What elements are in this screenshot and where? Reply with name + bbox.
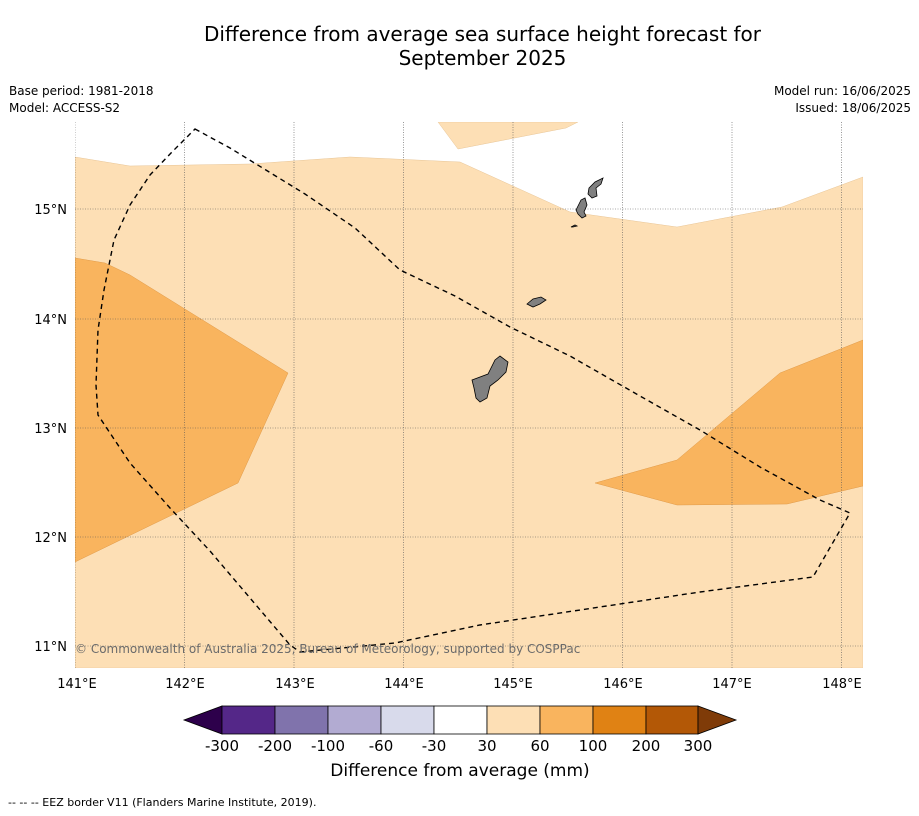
gridlines [75, 122, 863, 668]
model-name: Model: ACCESS-S2 [9, 101, 121, 115]
island-guam [471, 355, 509, 403]
lon-tick-144: 144°E [384, 677, 424, 692]
cbar-tick-neg100: -100 [311, 737, 345, 755]
colorbar-swatch-5 [433, 705, 488, 735]
colorbar-swatch-6 [486, 705, 541, 735]
anomaly-region-60-100-east [594, 339, 863, 506]
colorbar-swatch-9 [645, 705, 699, 735]
cbar-tick-30: 30 [477, 737, 496, 755]
latitude-tick-labels: 11°N 12°N 13°N 14°N 15°N [34, 203, 67, 655]
colorbar-swatch-4 [380, 705, 435, 735]
cbar-tick-neg60: -60 [369, 737, 394, 755]
anomaly-region-60-100-west [75, 257, 289, 563]
island-tinian-saipan [575, 197, 588, 219]
lat-tick-13: 13°N [34, 422, 67, 437]
lon-tick-147: 147°E [712, 677, 752, 692]
lon-tick-145: 145°E [493, 677, 533, 692]
cbar-tick-neg30: -30 [422, 737, 447, 755]
colorbar-extend-low [182, 705, 223, 735]
lon-tick-148: 148°E [822, 677, 862, 692]
island-saipan-north [587, 177, 604, 199]
cbar-tick-300: 300 [684, 737, 713, 755]
model-run: Model run: 16/06/2025 [773, 84, 911, 98]
map-title: Difference from average sea surface heig… [0, 22, 919, 70]
map-area: © Commonwealth of Australia 2025, Bureau… [75, 122, 863, 668]
cbar-tick-60: 60 [530, 737, 549, 755]
longitude-tick-labels: 141°E 142°E 143°E 144°E 145°E 146°E 147°… [57, 677, 862, 692]
island-aguijan [570, 224, 579, 228]
island-rota [526, 296, 547, 308]
colorbar-swatch-3 [327, 705, 382, 735]
anomaly-region-30-60-north [437, 122, 579, 150]
land-masses [471, 177, 604, 403]
anomaly-region-30-60 [75, 156, 863, 668]
meta-left: Base period: 1981-2018 Model: ACCESS-S2 [9, 83, 154, 117]
base-period: Base period: 1981-2018 [9, 84, 154, 98]
lat-tick-14: 14°N [34, 313, 67, 328]
colorbar-swatch-1 [221, 705, 276, 735]
colorbar-extend-high [697, 705, 738, 735]
colorbar-title: Difference from average (mm) [330, 761, 590, 781]
lon-tick-141: 141°E [57, 677, 97, 692]
cbar-tick-100: 100 [579, 737, 608, 755]
colorbar [182, 705, 738, 735]
cbar-tick-neg200: -200 [258, 737, 292, 755]
lon-tick-142: 142°E [165, 677, 205, 692]
issued-date: Issued: 18/06/2025 [795, 101, 911, 115]
colorbar-tick-labels: -300 -200 -100 -60 -30 30 60 100 200 300 [205, 737, 712, 755]
cbar-tick-neg300: -300 [205, 737, 239, 755]
eez-border [95, 128, 851, 653]
lon-tick-146: 146°E [603, 677, 643, 692]
lat-tick-12: 12°N [34, 531, 67, 546]
colorbar-swatch-2 [274, 705, 329, 735]
lat-tick-11: 11°N [34, 640, 67, 655]
lat-tick-15: 15°N [34, 203, 67, 218]
eez-footnote: -- -- -- EEZ border V11 (Flanders Marine… [8, 796, 317, 809]
colorbar-swatch-7 [539, 705, 594, 735]
cbar-tick-200: 200 [632, 737, 661, 755]
lon-tick-143: 143°E [275, 677, 315, 692]
meta-right: Model run: 16/06/2025 Issued: 18/06/2025 [774, 83, 911, 117]
title-line-1: Difference from average sea surface heig… [203, 22, 762, 46]
title-line-2: September 2025 [398, 46, 567, 70]
copyright-text: © Commonwealth of Australia 2025, Bureau… [75, 642, 580, 656]
colorbar-swatch-8 [592, 705, 647, 735]
